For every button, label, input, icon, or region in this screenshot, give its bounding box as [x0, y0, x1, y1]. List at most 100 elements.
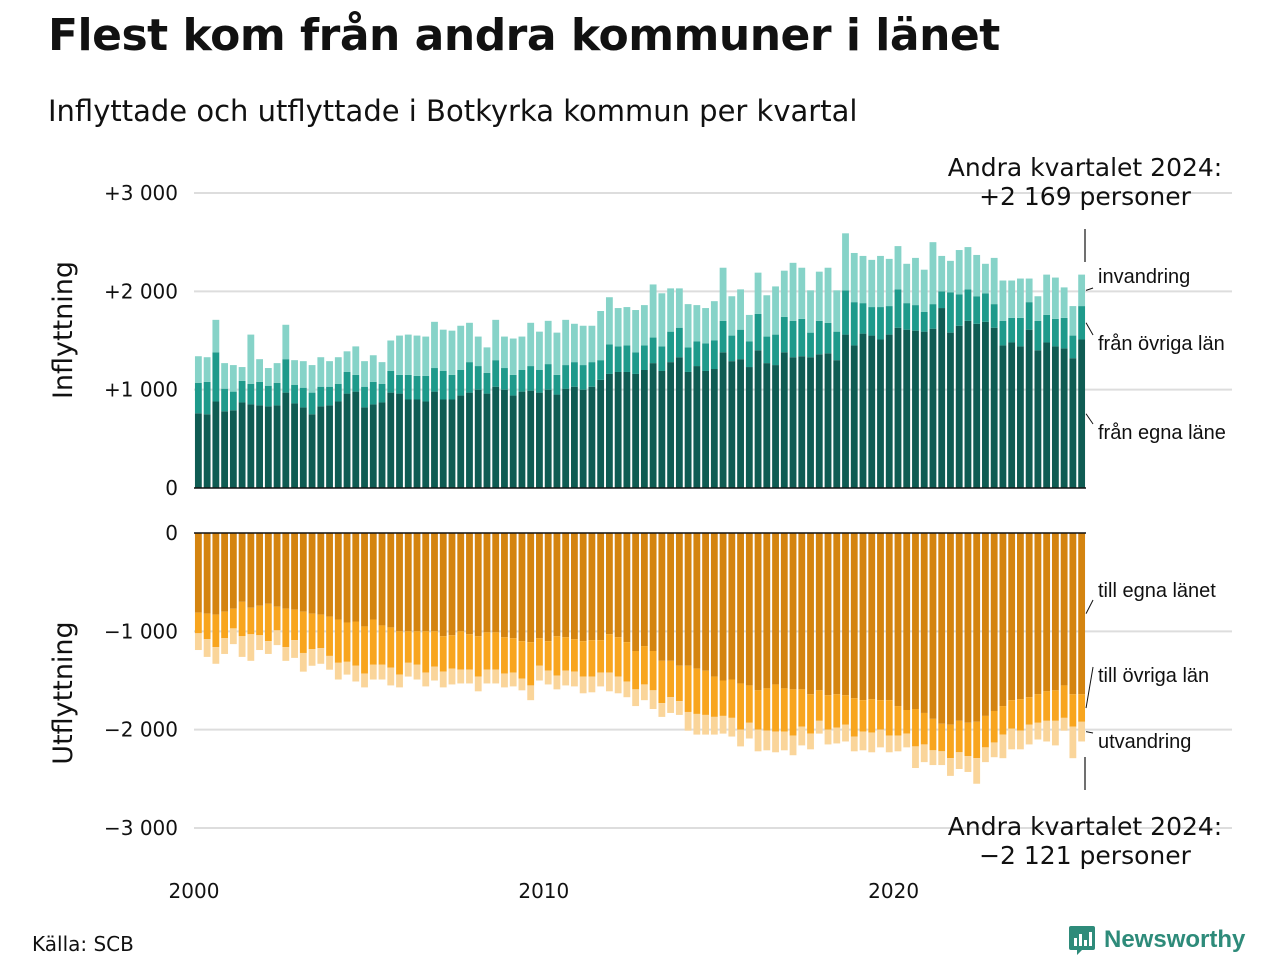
bar-segment	[501, 637, 508, 674]
bar-segment	[448, 668, 456, 685]
bar-segment	[492, 533, 500, 633]
bar-segment	[1069, 533, 1077, 695]
bar-segment	[964, 533, 972, 723]
bar-segment	[1025, 278, 1033, 303]
bar-segment	[920, 744, 928, 763]
bar-segment	[308, 365, 316, 393]
bar-segment	[299, 533, 307, 612]
bar-segment	[238, 367, 246, 381]
bar-segment	[684, 304, 692, 348]
bar-segment	[544, 670, 552, 685]
bar-segment	[1034, 350, 1042, 488]
bar-segment	[1034, 296, 1042, 321]
bar-segment	[299, 611, 307, 653]
bar-segment	[308, 392, 316, 415]
bar-segment	[238, 636, 246, 657]
bar-segment	[326, 361, 333, 387]
bar-segment	[990, 327, 998, 488]
bar-segment	[352, 346, 360, 375]
bar-segment	[509, 338, 517, 375]
bar-segment	[387, 370, 395, 393]
bar-segment	[824, 729, 832, 745]
bar-segment	[448, 330, 456, 375]
bar-segment	[282, 359, 290, 393]
bar-segment	[1078, 339, 1086, 488]
bar-segment	[273, 405, 281, 488]
bar-segment	[693, 305, 701, 342]
bar-segment	[903, 329, 911, 488]
bar-segment	[413, 664, 421, 680]
bar-segment	[938, 723, 946, 752]
bar-segment	[737, 729, 744, 747]
bar-segment	[982, 533, 989, 716]
bar-segment	[728, 679, 736, 718]
bar-segment	[1060, 533, 1068, 686]
bar-segment	[527, 642, 535, 686]
brand-name: Newsworthy	[1104, 926, 1246, 953]
bar-segment	[404, 533, 412, 632]
bar-segment	[614, 346, 622, 372]
bar-segment	[396, 335, 403, 375]
bar-segment	[308, 533, 316, 614]
bar-segment	[527, 390, 535, 488]
bar-segment	[203, 639, 211, 657]
bar-segment	[1078, 533, 1086, 695]
bar-segment	[719, 715, 727, 734]
bar-segment	[658, 533, 666, 661]
bar-segment	[579, 641, 587, 677]
bar-segment	[719, 267, 727, 321]
y-tick-labels: 0 +1 000 +2 000 +3 000 0 −1 000 −2 000 −3 000	[104, 181, 178, 840]
bar-segment	[658, 346, 666, 371]
bar-segment	[885, 334, 893, 488]
bar-segment	[912, 709, 919, 747]
bar-segment	[238, 533, 246, 602]
bar-segment	[868, 259, 876, 308]
bar-segment	[772, 533, 779, 685]
bar-segment	[466, 392, 473, 488]
bar-segment	[920, 712, 928, 745]
bar-segment	[448, 635, 456, 669]
bar-segment	[780, 731, 788, 751]
bar-segment	[387, 392, 395, 488]
bar-segment	[369, 381, 377, 405]
bar-segment	[745, 341, 753, 368]
y-tick-label: +3 000	[104, 181, 178, 205]
bar-segment	[1008, 533, 1016, 701]
bar-segment	[842, 334, 849, 488]
bar-segment	[343, 622, 351, 662]
bar-segment	[632, 651, 640, 690]
bar-segment	[194, 533, 202, 613]
bar-segment	[894, 735, 902, 752]
bar-segment	[632, 689, 640, 707]
bar-segment	[789, 357, 797, 488]
bar-segment	[667, 533, 675, 661]
bar-segment	[229, 608, 237, 629]
bar-segment	[299, 361, 307, 388]
bar-segment	[833, 694, 841, 728]
bar-segment	[308, 649, 316, 666]
bar-segment	[264, 641, 272, 654]
bar-segment	[605, 344, 613, 374]
bar-segment	[1017, 730, 1024, 750]
bar-segment	[518, 391, 526, 488]
bar-segment	[938, 533, 946, 724]
bar-segment	[737, 533, 744, 684]
bar-segment	[623, 371, 631, 488]
bar-segment	[745, 722, 753, 739]
bar-segment	[1043, 342, 1051, 488]
bar-segment	[929, 328, 937, 488]
bar-segment	[518, 641, 526, 679]
bar-segment	[798, 689, 806, 727]
bar-segment	[1034, 320, 1042, 351]
bar-segment	[920, 331, 928, 488]
bar-segment	[492, 386, 500, 488]
bar-segment	[334, 383, 342, 402]
bar-segment	[614, 533, 622, 638]
segment-label: utvandring	[1098, 731, 1191, 753]
bar-segment	[693, 341, 701, 367]
bar-segment	[1017, 346, 1024, 488]
bar-segment	[256, 381, 263, 406]
bar-segment	[571, 533, 578, 640]
bar-segment	[702, 533, 709, 671]
bar-segment	[1008, 700, 1016, 729]
